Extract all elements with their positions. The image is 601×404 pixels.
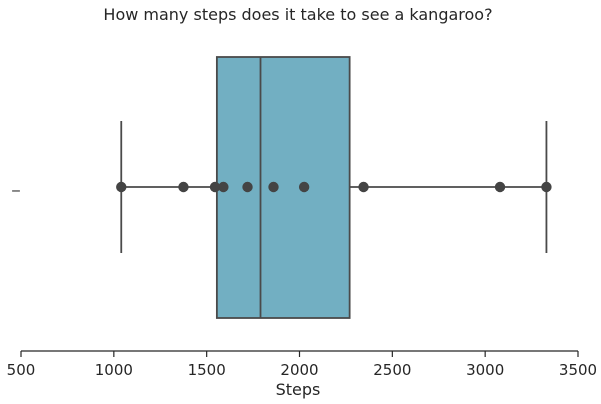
data-point: [298, 181, 310, 193]
iqr-box: [215, 56, 351, 319]
chart-title: How many steps does it take to see a kan…: [103, 5, 492, 24]
data-point: [541, 181, 552, 193]
x-tick-label: 2500: [373, 361, 411, 379]
y-tick-label: _: [11, 174, 20, 193]
plot-area: [116, 56, 552, 319]
data-point: [494, 181, 506, 193]
x-tick-label: 1000: [95, 361, 133, 379]
data-point: [268, 181, 279, 193]
data-point: [116, 181, 127, 193]
x-axis: 500 1000 1500 2000 2500 3000 3500: [7, 350, 597, 379]
x-tick-label: 2000: [280, 361, 318, 379]
data-point: [178, 181, 189, 193]
data-point: [242, 181, 253, 193]
data-point: [209, 181, 221, 193]
x-axis-label: Steps: [276, 380, 321, 399]
data-point: [218, 181, 229, 193]
x-tick-label: 500: [7, 361, 36, 379]
data-point: [358, 181, 369, 193]
x-tick-label: 3500: [559, 361, 597, 379]
x-tick-label: 3000: [466, 361, 504, 379]
x-tick-label: 1500: [188, 361, 226, 379]
